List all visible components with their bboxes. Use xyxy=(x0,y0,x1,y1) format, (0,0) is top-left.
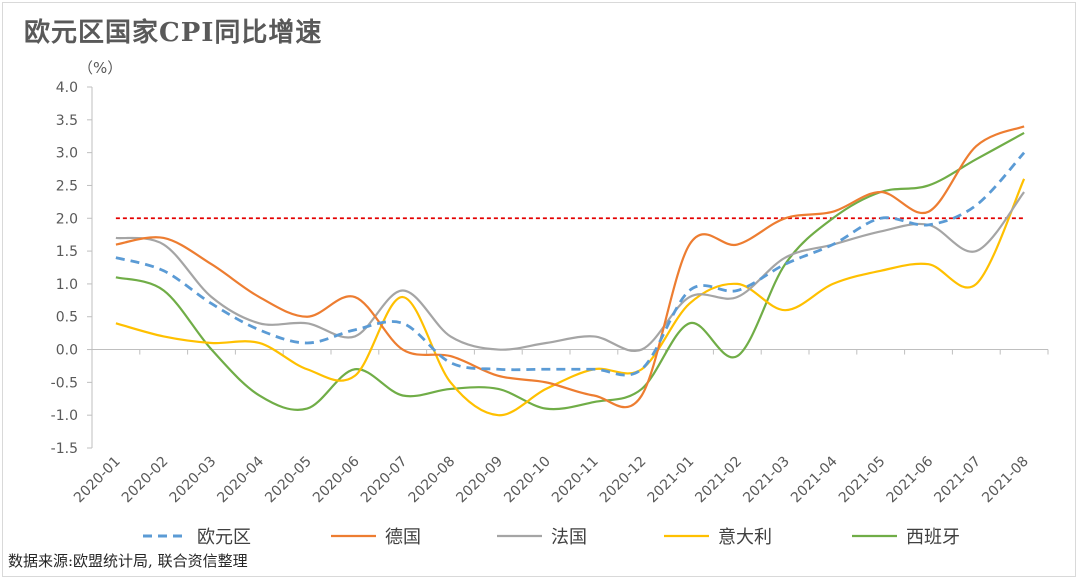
x-tick-label: 2021-02 xyxy=(692,454,745,507)
x-tick-label: 2021-03 xyxy=(740,454,793,507)
x-tick-label: 2020-10 xyxy=(501,454,554,507)
x-tick-labels: 2020-012020-022020-032020-042020-052020-… xyxy=(71,453,1032,506)
chart-title: 欧元区国家CPI同比增速 xyxy=(24,18,323,48)
y-tick-label: 1.0 xyxy=(56,277,78,293)
x-tick-label: 2020-06 xyxy=(310,453,363,506)
x-tick-label: 2021-05 xyxy=(836,454,889,507)
y-tick-label: 0.5 xyxy=(56,310,78,326)
y-axis-unit-label: （%） xyxy=(78,59,123,77)
x-tick-label: 2020-01 xyxy=(71,454,124,507)
x-tick-label: 2021-07 xyxy=(931,454,984,507)
x-tick-label: 2020-04 xyxy=(214,453,267,506)
y-tick-labels: 4.0 3.5 3.0 2.5 2.0 1.5 1.0 0.5 0.0 -0.5 -1.0 -1.5 xyxy=(51,80,78,457)
x-tick-label: 2020-07 xyxy=(358,454,411,507)
axes xyxy=(87,86,1049,449)
x-tick-label: 2020-03 xyxy=(167,454,220,507)
legend-label: 西班牙 xyxy=(906,527,960,548)
legend-label: 意大利 xyxy=(718,527,772,548)
x-tick-label: 2021-04 xyxy=(788,453,841,506)
y-tick-label: 2.0 xyxy=(56,211,78,227)
legend-label: 法国 xyxy=(551,527,587,548)
y-tick-label: 3.5 xyxy=(56,113,78,129)
legend-label: 欧元区 xyxy=(197,527,251,548)
y-tick-label: 0.0 xyxy=(56,343,78,359)
x-tick-label: 2020-05 xyxy=(262,454,315,507)
x-tick-label: 2021-06 xyxy=(884,453,937,506)
legend-label: 德国 xyxy=(385,527,421,548)
x-tick-label: 2020-12 xyxy=(597,454,650,507)
legend: 欧元区 德国 法国 意大利 西班牙 xyxy=(143,527,960,548)
x-tick-label: 2020-09 xyxy=(453,454,506,507)
series-line-5 xyxy=(115,131,1025,411)
y-tick-label: -0.5 xyxy=(51,375,78,391)
y-tick-label: 1.5 xyxy=(56,244,78,260)
series-line-3 xyxy=(115,191,1025,353)
y-tick-label: -1.0 xyxy=(51,408,78,424)
y-tick-label: 3.0 xyxy=(56,146,78,162)
x-tick-label: 2020-11 xyxy=(549,454,602,507)
x-tick-label: 2021-08 xyxy=(979,454,1032,507)
x-tick-label: 2020-02 xyxy=(119,454,172,507)
y-tick-label: -1.5 xyxy=(51,441,78,457)
y-tick-label: 4.0 xyxy=(56,80,78,96)
series-line-1 xyxy=(115,151,1026,377)
series-line-2 xyxy=(115,125,1025,409)
series-lines xyxy=(115,125,1026,417)
series-line-4 xyxy=(115,178,1026,417)
source-note: 数据来源:欧盟统计局, 联合资信整理 xyxy=(8,552,248,570)
y-tick-label: 2.5 xyxy=(56,178,78,194)
x-tick-label: 2020-08 xyxy=(406,454,459,507)
x-tick-label: 2021-01 xyxy=(645,454,698,507)
